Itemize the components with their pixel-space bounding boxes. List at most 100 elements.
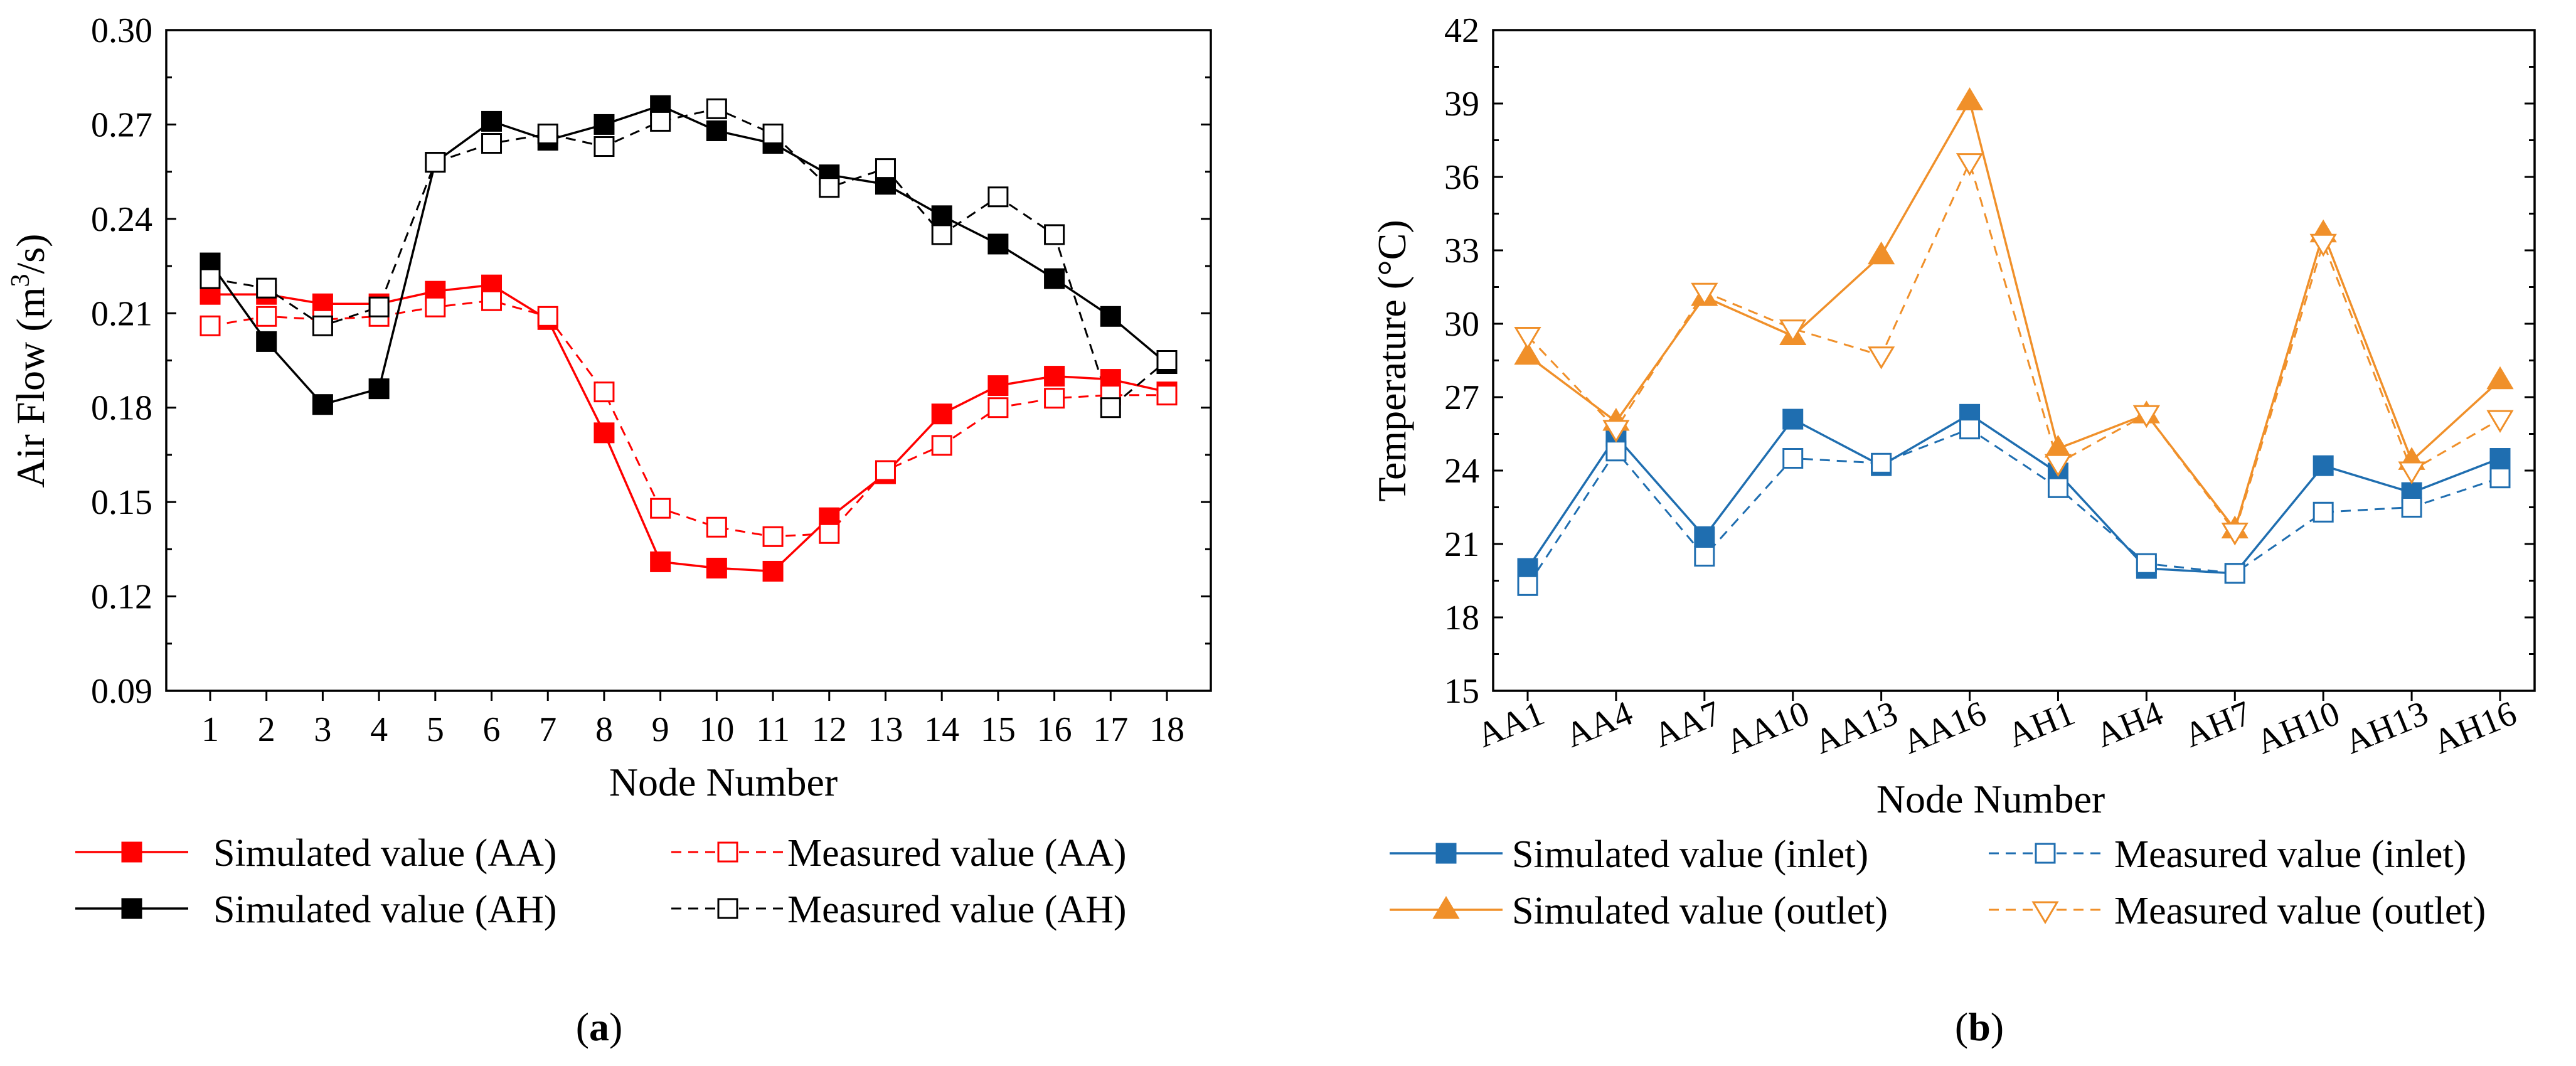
data-point-measured-value-outlet [2398, 461, 2425, 484]
panel-b-series-markers [1514, 87, 2514, 596]
data-point-measured-value-outlet [2486, 410, 2514, 434]
data-point-simulated-value-outlet [2486, 366, 2514, 390]
legend-marker-simulated-inlet [1435, 843, 1457, 864]
panel-b-x-axis-title: Node Number [1876, 777, 2105, 821]
data-point-measured-value-outlet [1779, 319, 1807, 343]
data-point-measured-value-inlet [1782, 448, 1804, 469]
panel-a-x-tick-label: 9 [652, 710, 669, 749]
panel-b-y-axis-title: Temperature (°C) [1370, 220, 1414, 501]
panel-a-y-tick-label: 0.27 [91, 105, 152, 144]
panel-a-ticks: 0.090.120.150.180.210.240.270.301 2 3 4 5 6 7 8… [91, 11, 1211, 749]
data-point-measured-value-aa [762, 526, 784, 547]
data-point-simulated-value-ah [931, 205, 952, 227]
data-point-measured-value-outlet [2132, 405, 2160, 429]
panel-a-x-tick-label: 10 [699, 710, 734, 749]
panel-b-y-tick-label: 42 [1444, 11, 1479, 50]
data-point-measured-value-ah [593, 136, 615, 157]
panel-a-y-tick-label: 0.18 [91, 389, 152, 428]
data-point-measured-value-ah [1100, 397, 1121, 418]
panel-b-y-tick-label: 33 [1444, 232, 1479, 270]
data-point-measured-value-ah [1156, 350, 1178, 371]
data-point-measured-value-outlet [1514, 327, 1541, 350]
panel-a-x-tick-label: 3 [314, 710, 331, 749]
panel-a-plot-frame [165, 29, 1212, 692]
data-point-measured-value-aa [1044, 388, 1065, 409]
panel-a-x-tick-label: 8 [595, 710, 613, 749]
panel-a-x-tick-label: 5 [427, 710, 444, 749]
panel-a-series-markers [200, 95, 1178, 582]
data-point-measured-value-aa [481, 290, 503, 311]
data-point-measured-value-ah [425, 152, 446, 173]
panel-a-caption: (a) [576, 1005, 623, 1049]
data-point-simulated-value-inlet [1782, 408, 1804, 430]
data-point-simulated-value-aa [987, 375, 1009, 397]
data-point-measured-value-inlet [2224, 563, 2245, 584]
panel-a-x-tick-label: 17 [1093, 710, 1128, 749]
panel-b-y-tick-label: 15 [1444, 672, 1479, 711]
data-point-simulated-value-ah [1100, 306, 1121, 327]
panel-a-legend: Simulated value (AA) Measured value (AA)… [75, 832, 1127, 931]
panel-b-legend: Simulated value (inlet) Measured value (… [1390, 833, 2486, 932]
panel-a-x-tick-label: 11 [756, 710, 790, 749]
data-point-simulated-value-aa [762, 560, 784, 582]
data-point-measured-value-aa [256, 306, 277, 327]
legend-marker-simulated-outlet [1432, 896, 1460, 919]
data-point-measured-value-aa [931, 435, 952, 456]
data-point-measured-value-ah [762, 123, 784, 144]
data-point-measured-value-inlet [2047, 477, 2068, 498]
panel-a-y-tick-label: 0.30 [91, 11, 152, 50]
data-point-measured-value-ah [650, 110, 671, 132]
data-point-measured-value-inlet [1605, 440, 1627, 462]
data-point-simulated-value-inlet [2489, 448, 2511, 469]
legend-marker-measured-aa [717, 841, 738, 863]
data-point-measured-value-aa [706, 516, 727, 538]
data-point-measured-value-ah [256, 277, 277, 299]
data-point-simulated-value-outlet [1514, 341, 1541, 365]
legend-marker-simulated-ah [121, 898, 142, 919]
data-point-simulated-value-inlet [1694, 526, 1715, 547]
data-point-measured-value-ah [200, 268, 221, 289]
data-point-simulated-value-ah [368, 378, 390, 400]
panel-b-y-tick-label: 39 [1444, 85, 1479, 124]
legend-marker-measured-inlet [2035, 843, 2056, 864]
data-point-simulated-value-inlet [1517, 558, 1538, 579]
data-point-simulated-value-aa [593, 422, 615, 444]
panel-a-y-tick-label: 0.09 [91, 672, 152, 711]
data-point-measured-value-ah [706, 98, 727, 119]
panel-b-y-tick-label: 36 [1444, 158, 1479, 197]
data-point-measured-value-aa [875, 460, 896, 481]
panel-a-x-tick-label: 13 [868, 710, 903, 749]
panel-a-y-tick-label: 0.24 [91, 200, 152, 239]
panel-a-x-tick-label: 4 [370, 710, 388, 749]
data-point-measured-value-ah [312, 315, 333, 336]
panel-a-x-tick-label: 16 [1037, 710, 1072, 749]
data-point-measured-value-ah [368, 296, 390, 317]
series-line-measured-value-outlet [1526, 159, 2501, 534]
data-point-measured-value-aa [593, 381, 615, 403]
data-point-measured-value-aa [987, 397, 1009, 418]
legend-marker-measured-outlet [2031, 901, 2059, 924]
panel-a-airflow-chart: 0.090.120.150.180.210.240.270.301 2 3 4 5 6 7 8… [6, 11, 1212, 1049]
legend-label-simulated-ah: Simulated value (AH) [213, 888, 557, 931]
data-point-measured-value-ah [481, 133, 503, 154]
data-point-simulated-value-aa [650, 551, 671, 572]
data-point-simulated-value-outlet [1868, 241, 1895, 265]
data-point-simulated-value-aa [1044, 366, 1065, 387]
panel-b-y-tick-label: 18 [1444, 599, 1479, 637]
data-point-measured-value-aa [650, 498, 671, 519]
panel-a-x-tick-label: 7 [539, 710, 556, 749]
legend-marker-simulated-aa [121, 841, 142, 863]
data-point-measured-value-outlet [1602, 420, 1630, 443]
panel-a-y-axis-title: Air Flow (m3/s) [6, 234, 53, 488]
panel-a-x-tick-label: 14 [924, 710, 959, 749]
data-point-measured-value-inlet [2313, 501, 2334, 523]
data-point-measured-value-aa [425, 296, 446, 317]
data-point-measured-value-outlet [2221, 523, 2249, 546]
legend-label-measured-aa: Measured value (AA) [787, 832, 1127, 875]
panel-b-series-lines [1526, 98, 2501, 587]
data-point-measured-value-ah [1044, 224, 1065, 245]
data-point-simulated-value-ah [1044, 268, 1065, 289]
panel-b-y-tick-label: 27 [1444, 378, 1479, 417]
panel-a-x-tick-label: 2 [258, 710, 275, 749]
